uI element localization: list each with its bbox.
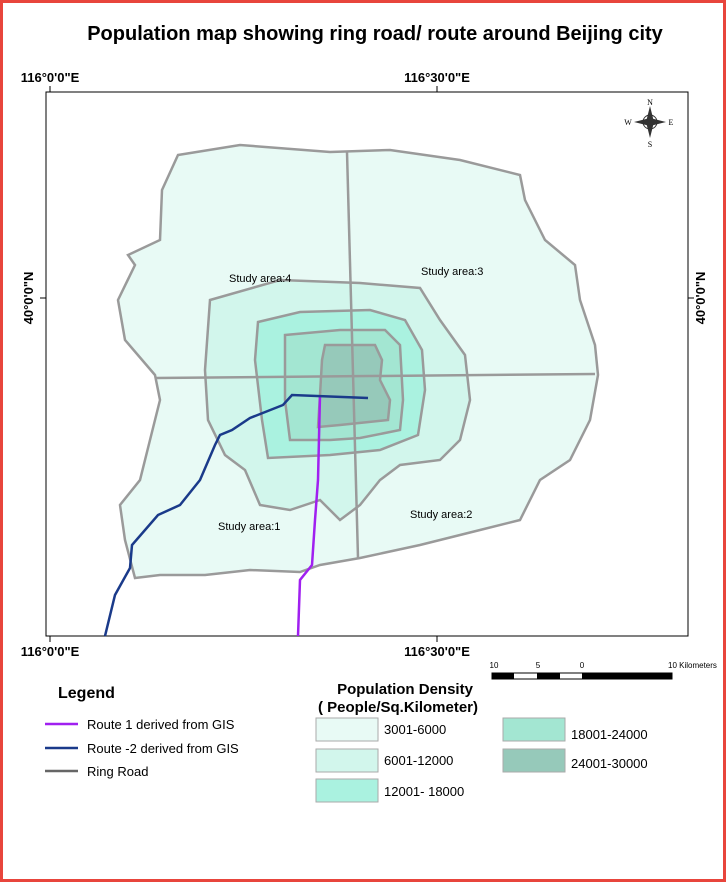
compass-letter: W xyxy=(624,118,632,127)
legend-title: Legend xyxy=(58,685,115,702)
density-title: Population Density xyxy=(337,681,474,698)
lon-label: 116°30'0"E xyxy=(404,644,470,659)
density-label: 18001-24000 xyxy=(571,727,648,742)
route-1 xyxy=(296,394,322,637)
density-label: 12001- 18000 xyxy=(384,784,464,799)
legend-label: Route -2 derived from GIS xyxy=(87,741,239,756)
lat-label: 40°0'0"N xyxy=(21,272,36,325)
title: Population map showing ring road/ route … xyxy=(87,23,663,45)
lon-label: 116°0'0"E xyxy=(21,644,80,659)
density-label: 3001-6000 xyxy=(384,722,446,737)
study-area-label: Study area:1 xyxy=(218,521,280,533)
compass-letter: N xyxy=(647,98,653,107)
compass: N S E W xyxy=(624,98,673,149)
frame-ticks xyxy=(40,86,694,642)
scale-bar: 10 5 0 10 Kilometers xyxy=(490,661,717,680)
scale-label: 10 xyxy=(490,661,499,670)
scale-label: 10 Kilometers xyxy=(668,661,717,670)
study-area-label: Study area:3 xyxy=(421,266,483,278)
lon-label: 116°30'0"E xyxy=(404,70,470,85)
density-zones xyxy=(116,143,600,580)
lon-label: 116°0'0"E xyxy=(21,70,80,85)
legend-label: Ring Road xyxy=(87,764,148,779)
route-2 xyxy=(103,393,369,637)
study-area-label: Study area:2 xyxy=(410,509,472,521)
legend-label: Route 1 derived from GIS xyxy=(87,717,235,732)
density-label: 6001-12000 xyxy=(384,753,453,768)
density-subtitle: ( People/Sq.Kilometer) xyxy=(318,699,478,716)
ring-road xyxy=(154,151,596,559)
compass-letter: S xyxy=(648,140,652,149)
density-label: 24001-30000 xyxy=(571,756,648,771)
scale-label: 0 xyxy=(580,661,585,670)
lat-label: 40°0'0"N xyxy=(693,272,708,325)
scale-label: 5 xyxy=(536,661,541,670)
density-swatches xyxy=(315,717,566,803)
compass-letter: E xyxy=(669,118,674,127)
study-area-label: Study area:4 xyxy=(229,273,291,285)
